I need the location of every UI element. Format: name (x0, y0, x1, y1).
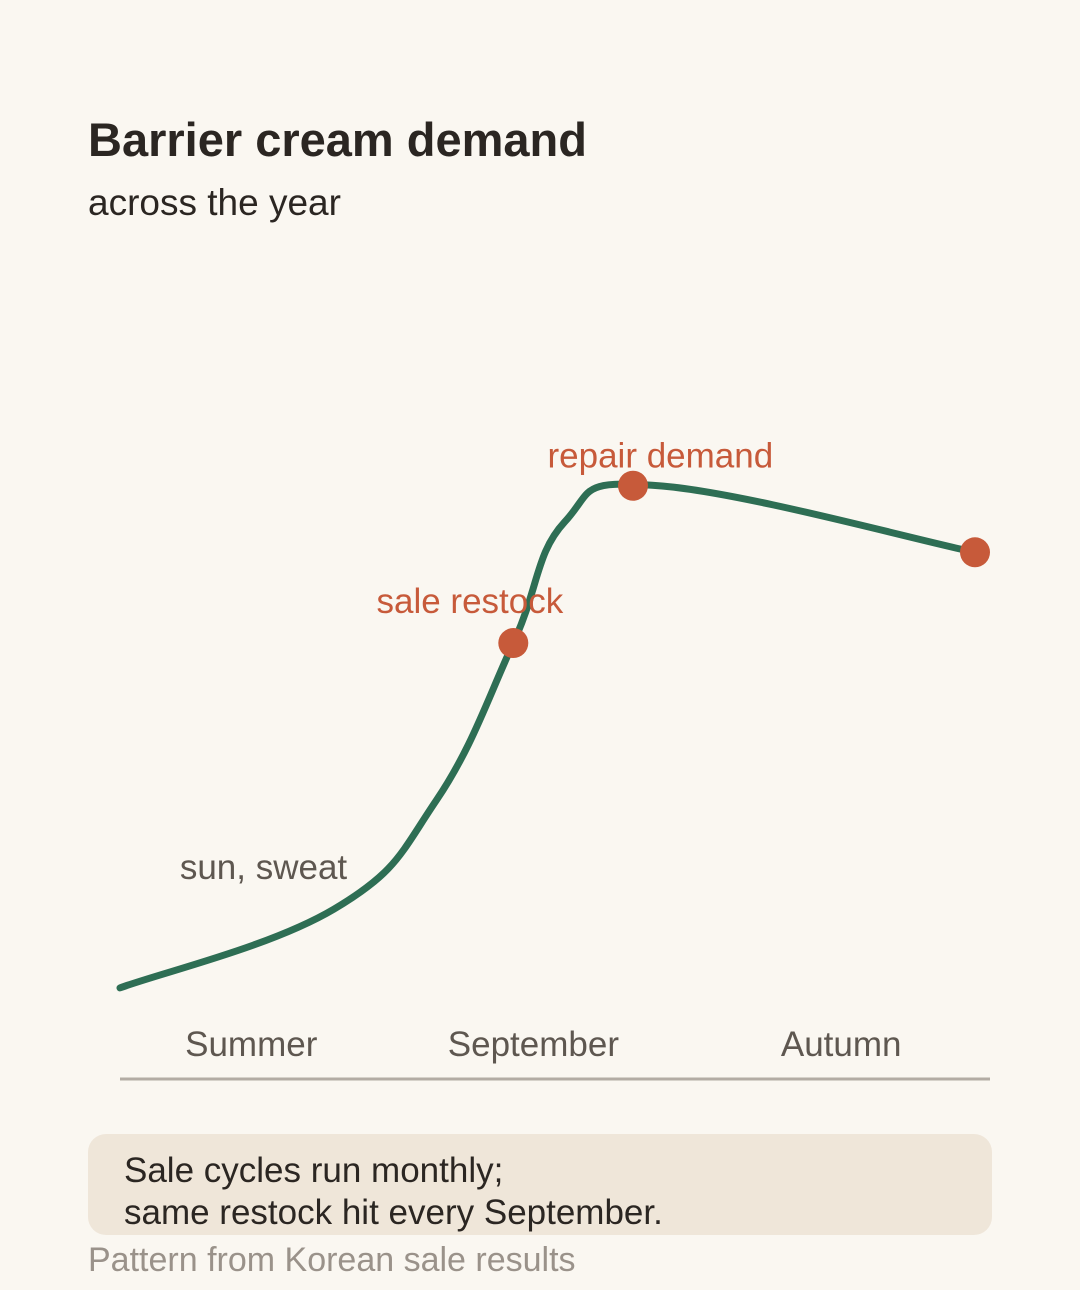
annotation-label-2: repair demand (548, 437, 774, 476)
page-subtitle: across the year (88, 182, 341, 223)
annotation-label-0: sun, sweat (180, 848, 348, 887)
series-line-0 (116, 480, 979, 992)
source-note: Pattern from Korean sale results (88, 1241, 576, 1279)
x-tick-label-0: Summer (185, 1025, 318, 1064)
demand-line-chart: Summer September Autumn sun, sweat sale rest… (116, 437, 990, 1081)
note-box: Sale cycles run monthly; same restock hi… (88, 1134, 992, 1235)
note-line-1: Sale cycles run monthly; (124, 1151, 504, 1190)
x-tick-label-2: Autumn (781, 1025, 902, 1064)
data-marker-0 (498, 628, 529, 659)
page-title: Barrier cream demand (88, 113, 587, 166)
data-marker-2 (960, 537, 990, 568)
annotation-label-1: sale restock (377, 582, 564, 621)
data-marker-1 (618, 470, 648, 501)
note-line-2: same restock hit every September. (124, 1193, 663, 1232)
x-tick-label-1: September (448, 1025, 620, 1064)
